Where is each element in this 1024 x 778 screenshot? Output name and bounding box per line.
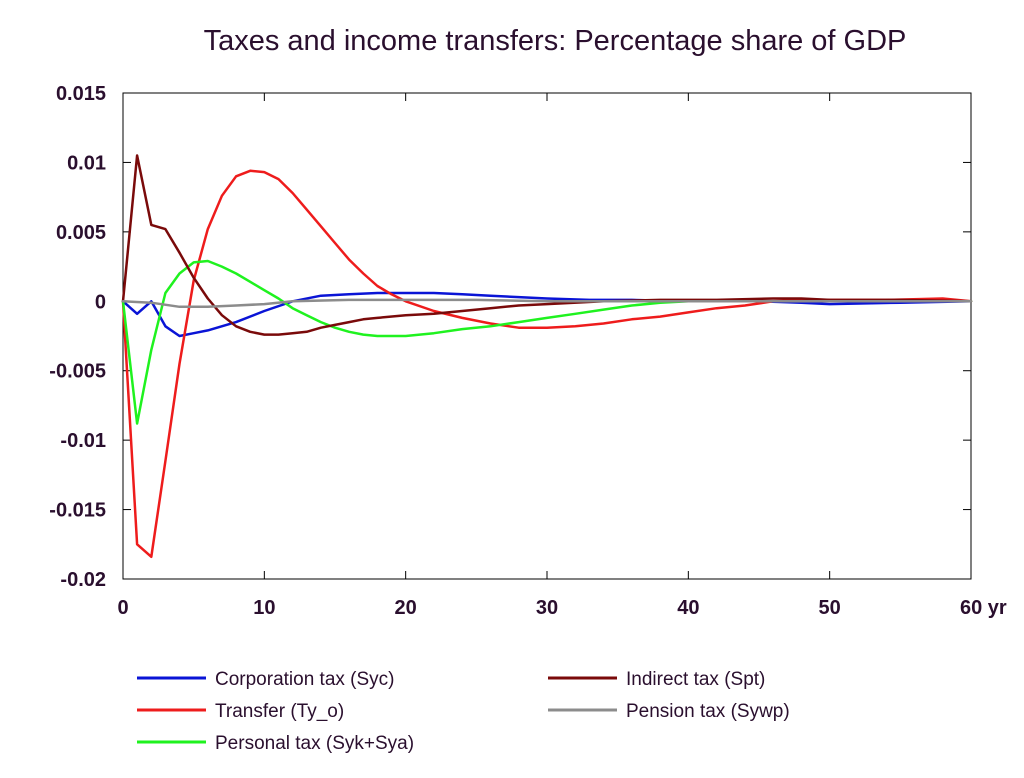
legend-label: Pension tax (Sywp) bbox=[626, 701, 790, 722]
legend: Corporation tax (Syc) Transfer (Ty_o) Pers… bbox=[137, 669, 790, 754]
x-tick-label: 50 bbox=[819, 597, 841, 619]
series-line-2 bbox=[121, 169, 973, 559]
plot-area-frame bbox=[122, 92, 972, 580]
chart-title: Taxes and income transfers: Percentage s… bbox=[204, 25, 907, 57]
x-tick-label: 0 bbox=[117, 597, 128, 619]
legend-label: Transfer (Ty_o) bbox=[215, 701, 344, 722]
y-tick-label: -0.01 bbox=[60, 430, 106, 452]
y-tick-label: 0.01 bbox=[67, 152, 106, 174]
x-tick-label: 40 bbox=[677, 597, 699, 619]
y-tick-label: 0.005 bbox=[56, 222, 106, 244]
x-tick-label: 20 bbox=[395, 597, 417, 619]
x-tick-label: 30 bbox=[536, 597, 558, 619]
legend-label: Corporation tax (Syc) bbox=[215, 669, 395, 690]
y-tick-label: -0.015 bbox=[49, 500, 106, 522]
series-line-4 bbox=[121, 154, 973, 336]
series-lines bbox=[121, 154, 973, 559]
y-tick-label: 0 bbox=[95, 291, 106, 313]
x-tick-label: 60 yr bbox=[960, 597, 1007, 619]
series-line-3 bbox=[121, 259, 973, 425]
y-tick-label: 0.015 bbox=[56, 83, 106, 105]
y-axis: 0.015 0.01 0.005 0 -0.005 -0.01 -0.015 -0.02 bbox=[49, 83, 971, 591]
y-tick-label: -0.02 bbox=[60, 569, 106, 591]
x-axis: 0 10 20 30 40 50 60 yr bbox=[117, 93, 1007, 619]
y-tick-label: -0.005 bbox=[49, 361, 106, 383]
x-tick-label: 10 bbox=[253, 597, 275, 619]
legend-label: Indirect tax (Spt) bbox=[626, 669, 765, 690]
legend-label: Personal tax (Syk+Sya) bbox=[215, 733, 414, 754]
series-line-5 bbox=[121, 298, 973, 309]
